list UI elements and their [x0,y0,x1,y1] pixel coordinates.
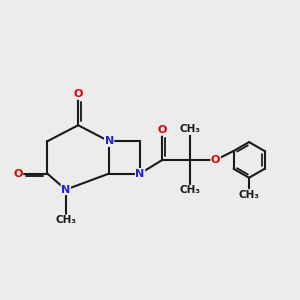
Text: O: O [13,169,23,178]
Text: CH₃: CH₃ [55,215,76,225]
Text: N: N [104,136,114,146]
Text: O: O [74,89,83,99]
Text: N: N [136,169,145,178]
Text: CH₃: CH₃ [238,190,260,200]
Text: CH₃: CH₃ [179,124,200,134]
Text: N: N [61,184,70,195]
Text: O: O [211,155,220,165]
Text: O: O [158,125,167,135]
Text: CH₃: CH₃ [179,185,200,195]
